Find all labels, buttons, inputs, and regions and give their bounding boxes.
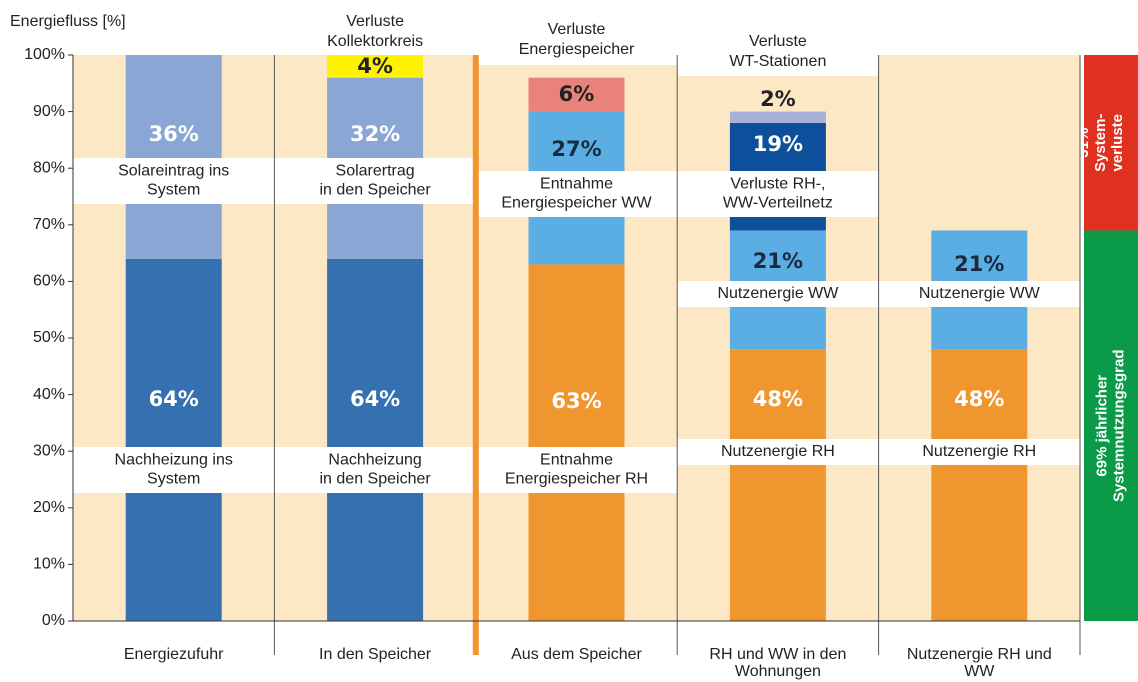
value-label: 19% <box>753 132 803 156</box>
note-text: Energiespeicher WW <box>501 195 652 212</box>
note-band <box>677 281 879 307</box>
note-band <box>73 158 275 204</box>
x-tick-label: WW <box>964 663 995 680</box>
value-label: 63% <box>551 389 601 413</box>
note-text: Solarertrag <box>336 163 415 180</box>
value-label: 48% <box>753 387 803 411</box>
column-title: Verluste <box>749 33 807 50</box>
note-band <box>677 439 879 465</box>
bar-segment <box>528 77 625 112</box>
bar-segment <box>729 111 826 123</box>
x-tick-label: In den Speicher <box>319 646 432 663</box>
column-title: WT-Stationen <box>729 53 826 70</box>
note-text: Energiespeicher RH <box>505 471 648 488</box>
y-tick-label: 10% <box>33 556 65 573</box>
note-text: in den Speicher <box>320 471 432 488</box>
x-tick-label: Nutzenergie RH und <box>907 646 1052 663</box>
value-label: 21% <box>954 252 1004 276</box>
note-text: System <box>147 182 200 199</box>
column-title: Verluste <box>548 21 606 38</box>
note-band <box>274 447 476 493</box>
bar-segment <box>729 349 826 621</box>
y-tick-label: 0% <box>42 612 65 629</box>
note-band <box>475 171 678 217</box>
y-tick-label: 30% <box>33 442 65 459</box>
side-text: 31% <box>1075 128 1092 158</box>
column-title: Kollektorkreis <box>327 33 423 50</box>
y-tick-label: 90% <box>33 103 65 120</box>
side-text: 69% jährlicher <box>1093 375 1110 477</box>
value-label: 2% <box>760 87 796 111</box>
y-tick-label: 40% <box>33 386 65 403</box>
value-label: 64% <box>149 387 199 411</box>
note-text: Entnahme <box>540 176 613 193</box>
note-band <box>274 158 476 204</box>
value-label: 64% <box>350 387 400 411</box>
note-band <box>878 439 1080 465</box>
note-band <box>878 281 1080 307</box>
note-text: Nutzenergie RH <box>721 443 835 460</box>
note-band <box>677 171 879 217</box>
note-text: Nutzenergie RH <box>922 443 1036 460</box>
side-box <box>1084 55 1138 231</box>
y-tick-label: 100% <box>24 46 65 63</box>
column-title: Energiespeicher <box>519 41 635 58</box>
side-text: Systemnutzungsgrad <box>1110 349 1127 502</box>
x-tick-label: Energiezufuhr <box>124 646 224 663</box>
note-text: Nachheizung <box>328 452 421 469</box>
bar-segment <box>931 349 1028 621</box>
value-label: 6% <box>559 82 595 106</box>
note-text: Nutzenergie WW <box>717 285 839 302</box>
note-text: System <box>147 471 200 488</box>
note-text: Nachheizung ins <box>115 452 233 469</box>
note-text: Nutzenergie WW <box>919 285 1041 302</box>
value-label: 4% <box>357 54 393 78</box>
side-text: System- <box>1092 114 1109 172</box>
value-label: 32% <box>350 122 400 146</box>
x-tick-label: Aus dem Speicher <box>511 646 642 663</box>
value-label: 27% <box>551 137 601 161</box>
note-text: in den Speicher <box>320 182 432 199</box>
y-tick-label: 20% <box>33 499 65 516</box>
bar-segment <box>125 258 222 621</box>
note-band <box>475 447 678 493</box>
side-text-group: 31% System-verluste <box>1075 114 1126 172</box>
note-text: Solareintrag ins <box>118 163 229 180</box>
bar-segment <box>125 55 222 259</box>
column-title: Verluste <box>346 13 404 30</box>
value-label: 48% <box>954 387 1004 411</box>
note-text: Verluste RH-, <box>730 176 825 193</box>
bar-segment <box>327 55 424 78</box>
y-tick-label: 50% <box>33 329 65 346</box>
value-label: 36% <box>149 122 199 146</box>
note-band <box>73 447 275 493</box>
bar-segment <box>528 264 625 621</box>
side-text: verluste <box>1109 114 1126 172</box>
bar-segment <box>327 258 424 621</box>
note-text: Entnahme <box>540 452 613 469</box>
x-tick-label: RH und WW in den <box>709 646 846 663</box>
y-tick-label: 70% <box>33 216 65 233</box>
x-tick-label: Wohnungen <box>735 663 821 680</box>
side-box <box>1084 230 1138 621</box>
y-axis-title: Energiefluss [%] <box>10 13 126 30</box>
y-tick-label: 60% <box>33 273 65 290</box>
note-text: WW-Verteilnetz <box>723 195 833 212</box>
y-tick-label: 80% <box>33 159 65 176</box>
value-label: 21% <box>753 249 803 273</box>
